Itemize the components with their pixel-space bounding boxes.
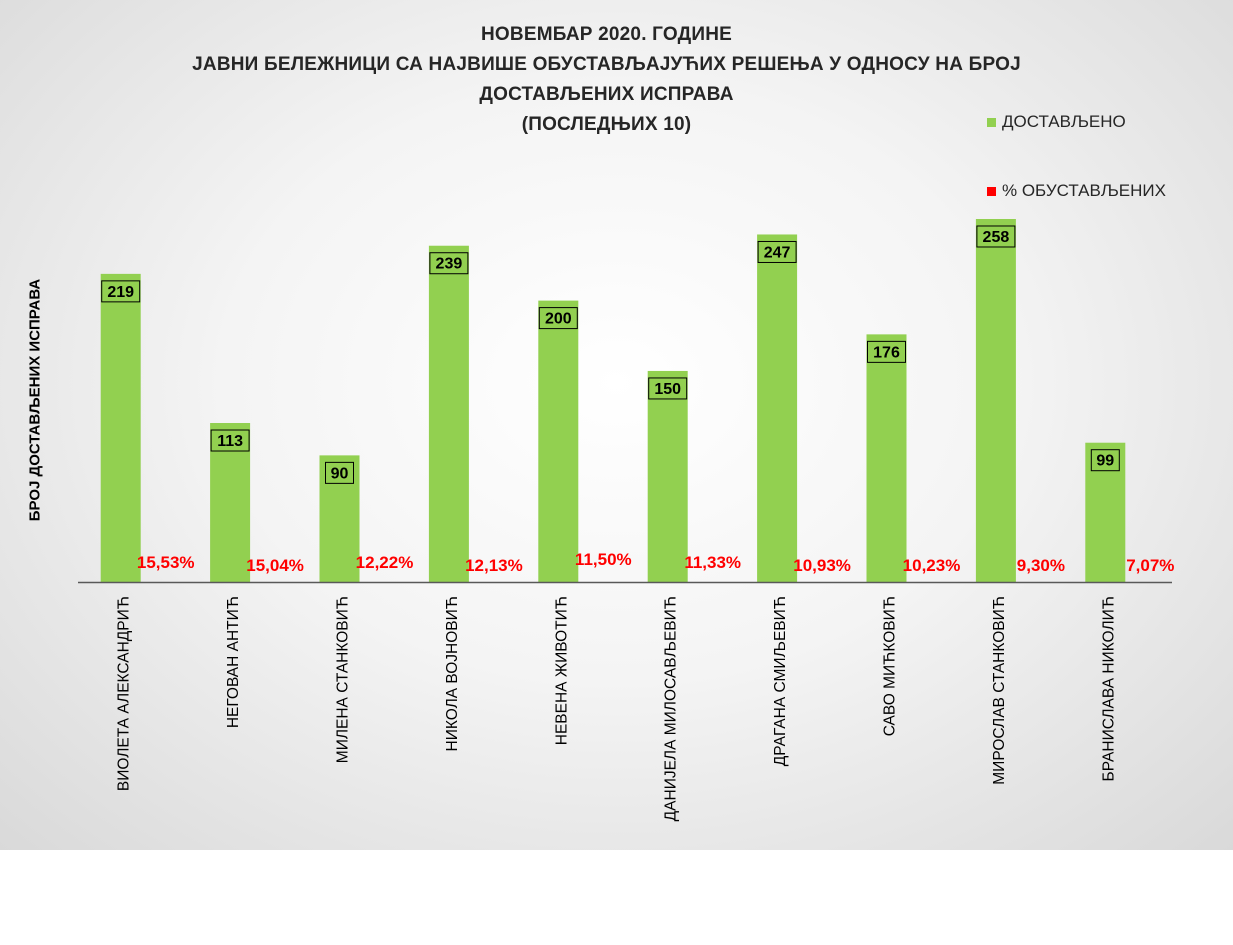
bar-value-label: 258 bbox=[983, 229, 1010, 246]
bar-chart: 219 15,53% ВИОЛЕТА АЛЕКСАНДРИЋ 113 15,04% НЕГ… bbox=[78, 218, 1174, 821]
percent-suspended-label: 10,93% bbox=[793, 556, 851, 575]
percent-suspended-label: 12,13% bbox=[465, 556, 523, 575]
bar-value-label: 90 bbox=[331, 465, 349, 482]
bar-value-label: 239 bbox=[436, 256, 463, 273]
bar-value-label-box bbox=[101, 280, 141, 303]
percent-suspended-label: 11,50% bbox=[575, 550, 632, 569]
bar-value-label-box bbox=[757, 240, 797, 263]
category-label: МИЛЕНА СТАНКОВИЋ bbox=[335, 596, 352, 763]
bar-value-label: 247 bbox=[764, 244, 791, 261]
bar-value-label: 150 bbox=[654, 381, 681, 398]
category-label: БРАНИСЛАВА НИКОЛИЋ bbox=[1100, 596, 1117, 781]
category-label: ДРАГАНА СМИЉЕВИЋ bbox=[772, 596, 789, 766]
bar-value-label: 200 bbox=[545, 311, 572, 328]
bar-value-label-box bbox=[976, 225, 1016, 248]
legend-item-suspended-percent: % ОБУСТАВЉЕНИХ bbox=[987, 181, 1166, 201]
category-label: НЕВЕНА ЖИВОТИЋ bbox=[553, 596, 570, 745]
percent-suspended-label: 11,33% bbox=[684, 553, 741, 572]
legend-label-suspended-percent: % ОБУСТАВЉЕНИХ bbox=[1002, 181, 1166, 200]
percent-suspended-label: 15,53% bbox=[137, 553, 195, 572]
legend-item-delivered: ДОСТАВЉЕНО bbox=[987, 112, 1126, 132]
bar-delivered bbox=[538, 300, 579, 582]
bar-value-label: 219 bbox=[107, 284, 134, 301]
percent-suspended-label: 7,07% bbox=[1126, 556, 1174, 575]
legend-swatch-suspended-percent bbox=[987, 186, 996, 196]
chart-title-line-3: ДОСТАВЉЕНИХ ИСПРАВА bbox=[479, 84, 734, 105]
category-label: НЕГОВАН АНТИЋ bbox=[225, 596, 242, 728]
bar-delivered bbox=[975, 218, 1016, 582]
bar-delivered bbox=[866, 334, 907, 582]
chart-title-line-4: (ПОСЛЕДЊИХ 10) bbox=[521, 114, 692, 135]
bar-value-label-box bbox=[648, 377, 688, 400]
bar-delivered bbox=[647, 370, 688, 582]
category-label: ВИОЛЕТА АЛЕКСАНДРИЋ bbox=[116, 596, 133, 791]
category-label: САВО МИЋКОВИЋ bbox=[882, 596, 899, 736]
bar-value-label: 113 bbox=[217, 433, 243, 450]
category-label: НИКОЛА ВОЈНОВИЋ bbox=[444, 596, 461, 751]
bar-value-label-box bbox=[429, 252, 469, 275]
category-label: МИРОСЛАВ СТАНКОВИЋ bbox=[991, 596, 1008, 785]
legend-swatch-delivered bbox=[987, 117, 996, 127]
bar-delivered bbox=[100, 273, 141, 582]
percent-suspended-label: 12,22% bbox=[356, 553, 414, 572]
percent-suspended-label: 9,30% bbox=[1017, 556, 1065, 575]
chart-title-line-1: НОВЕМБАР 2020. ГОДИНЕ bbox=[481, 24, 732, 45]
chart-area: НОВЕМБАР 2020. ГОДИНЕ ЈАВНИ БЕЛЕЖНИЦИ СА… bbox=[0, 0, 1233, 850]
bar-value-label-box bbox=[1090, 449, 1120, 472]
legend-label-delivered: ДОСТАВЉЕНО bbox=[1002, 112, 1126, 131]
bar-value-label-box bbox=[538, 307, 578, 330]
bar-value-label-box bbox=[325, 461, 354, 484]
bar-delivered bbox=[757, 234, 798, 582]
category-label: ДАНИЈЕЛА МИЛОСАВЉЕВИЋ bbox=[663, 596, 680, 821]
bar-value-label: 99 bbox=[1096, 453, 1114, 470]
bar-delivered bbox=[428, 245, 469, 583]
bar-value-label: 176 bbox=[873, 344, 900, 361]
bar-value-label-box bbox=[210, 429, 250, 452]
chart-title-line-2: ЈАВНИ БЕЛЕЖНИЦИ СА НАЈВИШЕ ОБУСТАВЉАЈУЋИ… bbox=[192, 54, 1021, 75]
bar-value-label-box bbox=[867, 340, 906, 363]
percent-suspended-label: 15,04% bbox=[246, 556, 304, 575]
percent-suspended-label: 10,23% bbox=[903, 556, 961, 575]
